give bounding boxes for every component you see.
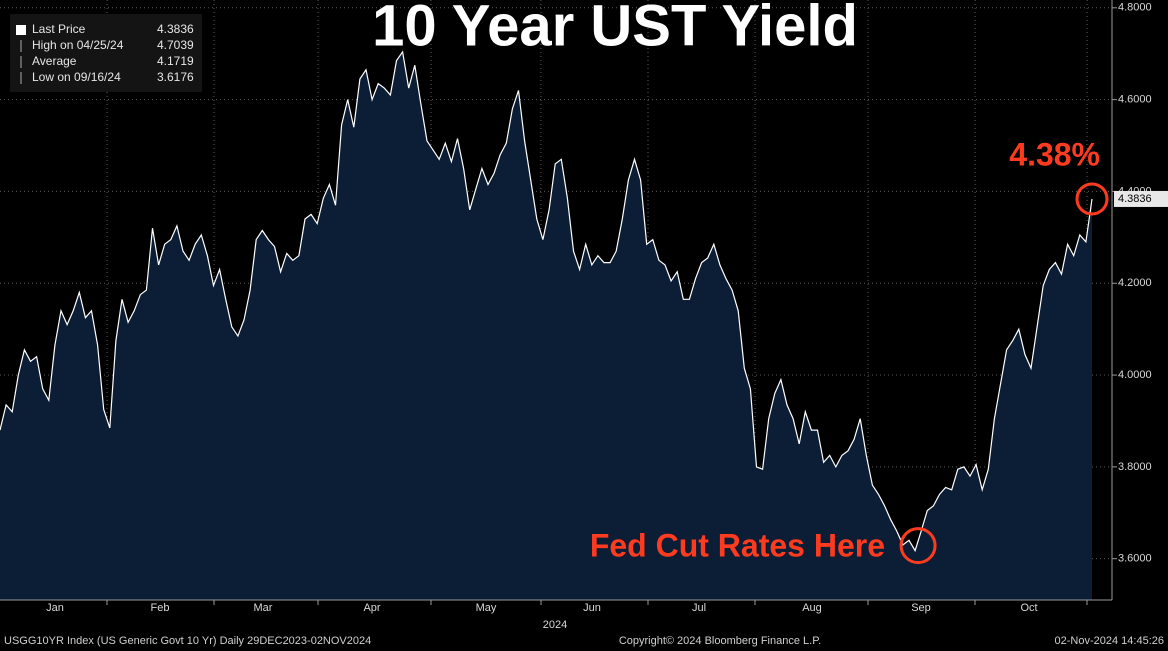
y-tick-label: 3.8000: [1118, 461, 1152, 473]
year-label: 2024: [543, 619, 567, 631]
legend-value: 4.7039: [157, 38, 194, 52]
y-tick-label: 4.6000: [1118, 94, 1152, 106]
line: [0, 50, 1093, 553]
legend-value: 3.6176: [157, 70, 194, 84]
x-tick-label: Feb: [151, 602, 170, 614]
x-tick-label: Mar: [254, 602, 273, 614]
legend-box: [10, 14, 202, 92]
y-tick-label: 4.2000: [1118, 277, 1152, 289]
legend-label: Low on 09/16/24: [32, 70, 121, 84]
legend-value: 4.1719: [157, 54, 194, 68]
legend-swatch: [16, 25, 26, 35]
legend-value: 4.3836: [157, 22, 194, 36]
y-tick-label: 4.8000: [1118, 2, 1152, 14]
area-fill: [0, 51, 1092, 600]
legend-label: Average: [32, 54, 77, 68]
x-tick-label: Jul: [692, 602, 706, 614]
x-tick-label: Aug: [802, 602, 822, 614]
footer-center: Copyright© 2024 Bloomberg Finance L.P.: [619, 635, 821, 647]
annotation-fed: Fed Cut Rates Here: [590, 527, 885, 563]
annotation-circle: [1075, 182, 1109, 216]
x-tick-label: Oct: [1020, 602, 1037, 614]
legend-label: Last Price: [32, 22, 86, 36]
last-price-label: 4.3836: [1118, 193, 1152, 205]
y-tick-label: 3.6000: [1118, 553, 1152, 565]
footer-left: USGG10YR Index (US Generic Govt 10 Yr) D…: [4, 635, 371, 647]
chart-title: 10 Year UST Yield: [372, 0, 858, 58]
x-tick-label: May: [476, 602, 497, 614]
last-price-tag: [1114, 190, 1168, 207]
annotation-circle: [899, 527, 937, 565]
x-tick-label: Sep: [911, 602, 931, 614]
annotation-last: 4.38%: [1009, 136, 1100, 172]
x-tick-label: Jun: [583, 602, 601, 614]
x-tick-label: Apr: [363, 602, 380, 614]
legend-label: High on 04/25/24: [32, 38, 124, 52]
y-tick-label: 4.0000: [1118, 369, 1152, 381]
footer-right: 02-Nov-2024 14:45:26: [1055, 635, 1164, 647]
x-tick-label: Jan: [46, 602, 64, 614]
